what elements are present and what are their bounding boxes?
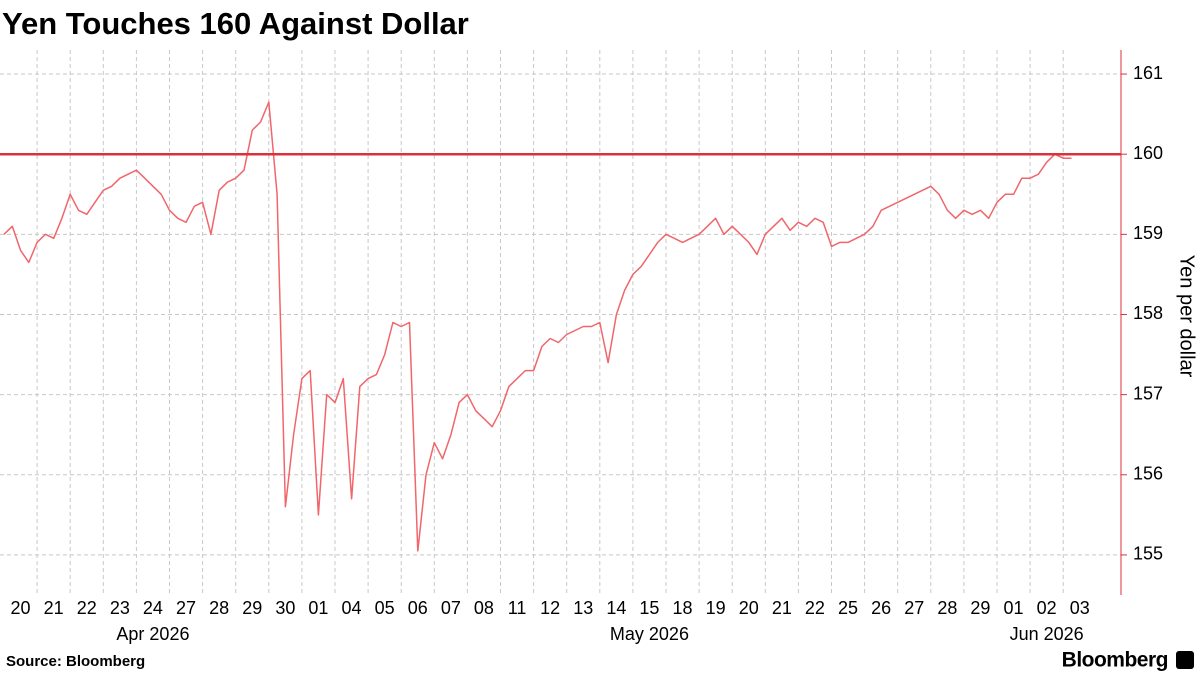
y-tick-label: 160 [1133,143,1163,163]
source: Source: Bloomberg [6,653,145,670]
x-tick-label: 15 [639,598,659,618]
x-tick-label: 22 [77,598,97,618]
month-label: May 2026 [610,624,689,644]
y-tick-label: 161 [1133,63,1163,83]
x-tick-label: 03 [1070,598,1090,618]
x-tick-label: 28 [209,598,229,618]
x-tick-label: 08 [474,598,494,618]
x-tick-label: 29 [970,598,990,618]
x-tick-label: 11 [508,598,527,618]
x-tick-label: 21 [772,598,792,618]
x-tick-label: 12 [540,598,560,618]
x-tick-label: 20 [739,598,759,618]
x-tick-label: 26 [871,598,891,618]
x-tick-label: 02 [1037,598,1057,618]
x-tick-label: 06 [408,598,428,618]
y-tick-label: 157 [1133,383,1163,403]
x-tick-label: 30 [275,598,295,618]
month-label: Jun 2026 [1010,624,1084,644]
y-tick-label: 158 [1133,303,1163,323]
month-label: Apr 2026 [116,624,189,644]
x-tick-label: 21 [44,598,64,618]
x-tick-label: 01 [1004,598,1024,618]
x-tick-label: 28 [937,598,957,618]
x-tick-label: 24 [143,598,163,618]
y-tick-label: 156 [1133,464,1163,484]
brand-icon [1176,651,1194,669]
x-tick-label: 01 [308,598,328,618]
x-tick-label: 13 [573,598,593,618]
x-tick-label: 29 [242,598,262,618]
x-tick-label: 07 [441,598,461,618]
x-tick-label: 18 [673,598,693,618]
line-series [3,101,1072,552]
x-tick-label: 05 [375,598,395,618]
y-axis-label: Yen per dollar [1176,255,1198,378]
x-tick-label: 20 [11,598,31,618]
x-tick-label: 25 [838,598,858,618]
chart-title: Yen Touches 160 Against Dollar [2,6,469,41]
x-tick-label: 27 [176,598,196,618]
x-tick-label: 22 [805,598,825,618]
x-tick-label: 27 [904,598,924,618]
x-tick-label: 23 [110,598,130,618]
y-tick-label: 155 [1133,544,1163,564]
x-tick-label: 04 [342,598,362,618]
x-tick-label: 14 [606,598,626,618]
brand: Bloomberg [1062,649,1168,672]
x-tick-label: 19 [706,598,726,618]
y-tick-label: 159 [1133,223,1163,243]
